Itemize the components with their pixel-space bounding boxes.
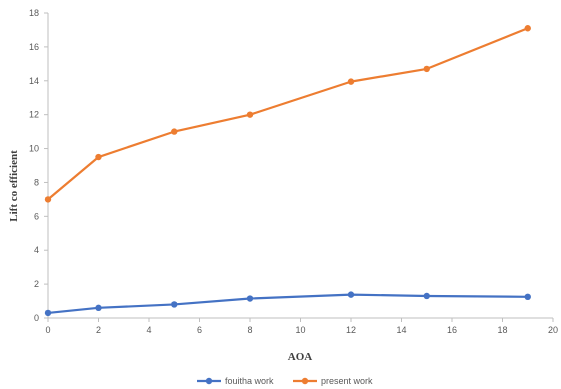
x-axis-title: AOA [288,351,313,363]
y-tick-label: 10 [29,144,39,154]
data-point [95,153,102,161]
legend-label: fouitha work [225,376,274,386]
x-tick-label: 16 [447,325,457,335]
x-tick-label: 8 [247,325,252,335]
series-line [47,293,528,315]
data-point [246,111,254,118]
data-point [44,196,52,203]
data-point [44,309,52,317]
data-point [95,304,102,312]
y-tick-label: 8 [34,177,39,187]
data-point [423,292,430,300]
legend-dot-marker [301,377,309,385]
data-point [524,293,531,301]
x-tick-label: 12 [346,325,356,335]
y-tick-label: 0 [34,313,39,323]
series-line [47,27,529,201]
series-fouitha-work [44,291,531,317]
legend-dot-marker [205,377,213,385]
y-tick-label: 18 [29,8,39,18]
data-point [423,65,430,73]
y-tick-label: 6 [34,211,39,221]
legend-label: present work [321,376,373,386]
data-point [246,295,254,302]
data-point [347,291,355,298]
y-tick-label: 14 [29,76,39,86]
data-point [347,78,355,85]
y-tick-label: 4 [34,245,39,255]
x-tick-label: 20 [548,325,558,335]
x-tick-label: 10 [295,325,305,335]
x-tick-label: 14 [396,325,406,335]
legend-item: fouitha work [197,376,274,386]
data-point [171,301,178,308]
y-axis-title: Lift co efficient [8,150,20,222]
x-tick-label: 6 [197,325,202,335]
data-point [171,128,178,135]
y-tick-label: 16 [29,42,39,52]
x-tick-label: 0 [45,325,50,335]
x-tick-label: 2 [96,325,101,335]
x-tick-label: 4 [146,325,151,335]
series-present-work [44,25,531,203]
y-tick-label: 12 [29,110,39,120]
y-tick-label: 2 [34,279,39,289]
legend-item: present work [293,376,373,386]
x-tick-label: 18 [497,325,507,335]
data-point [524,25,531,32]
